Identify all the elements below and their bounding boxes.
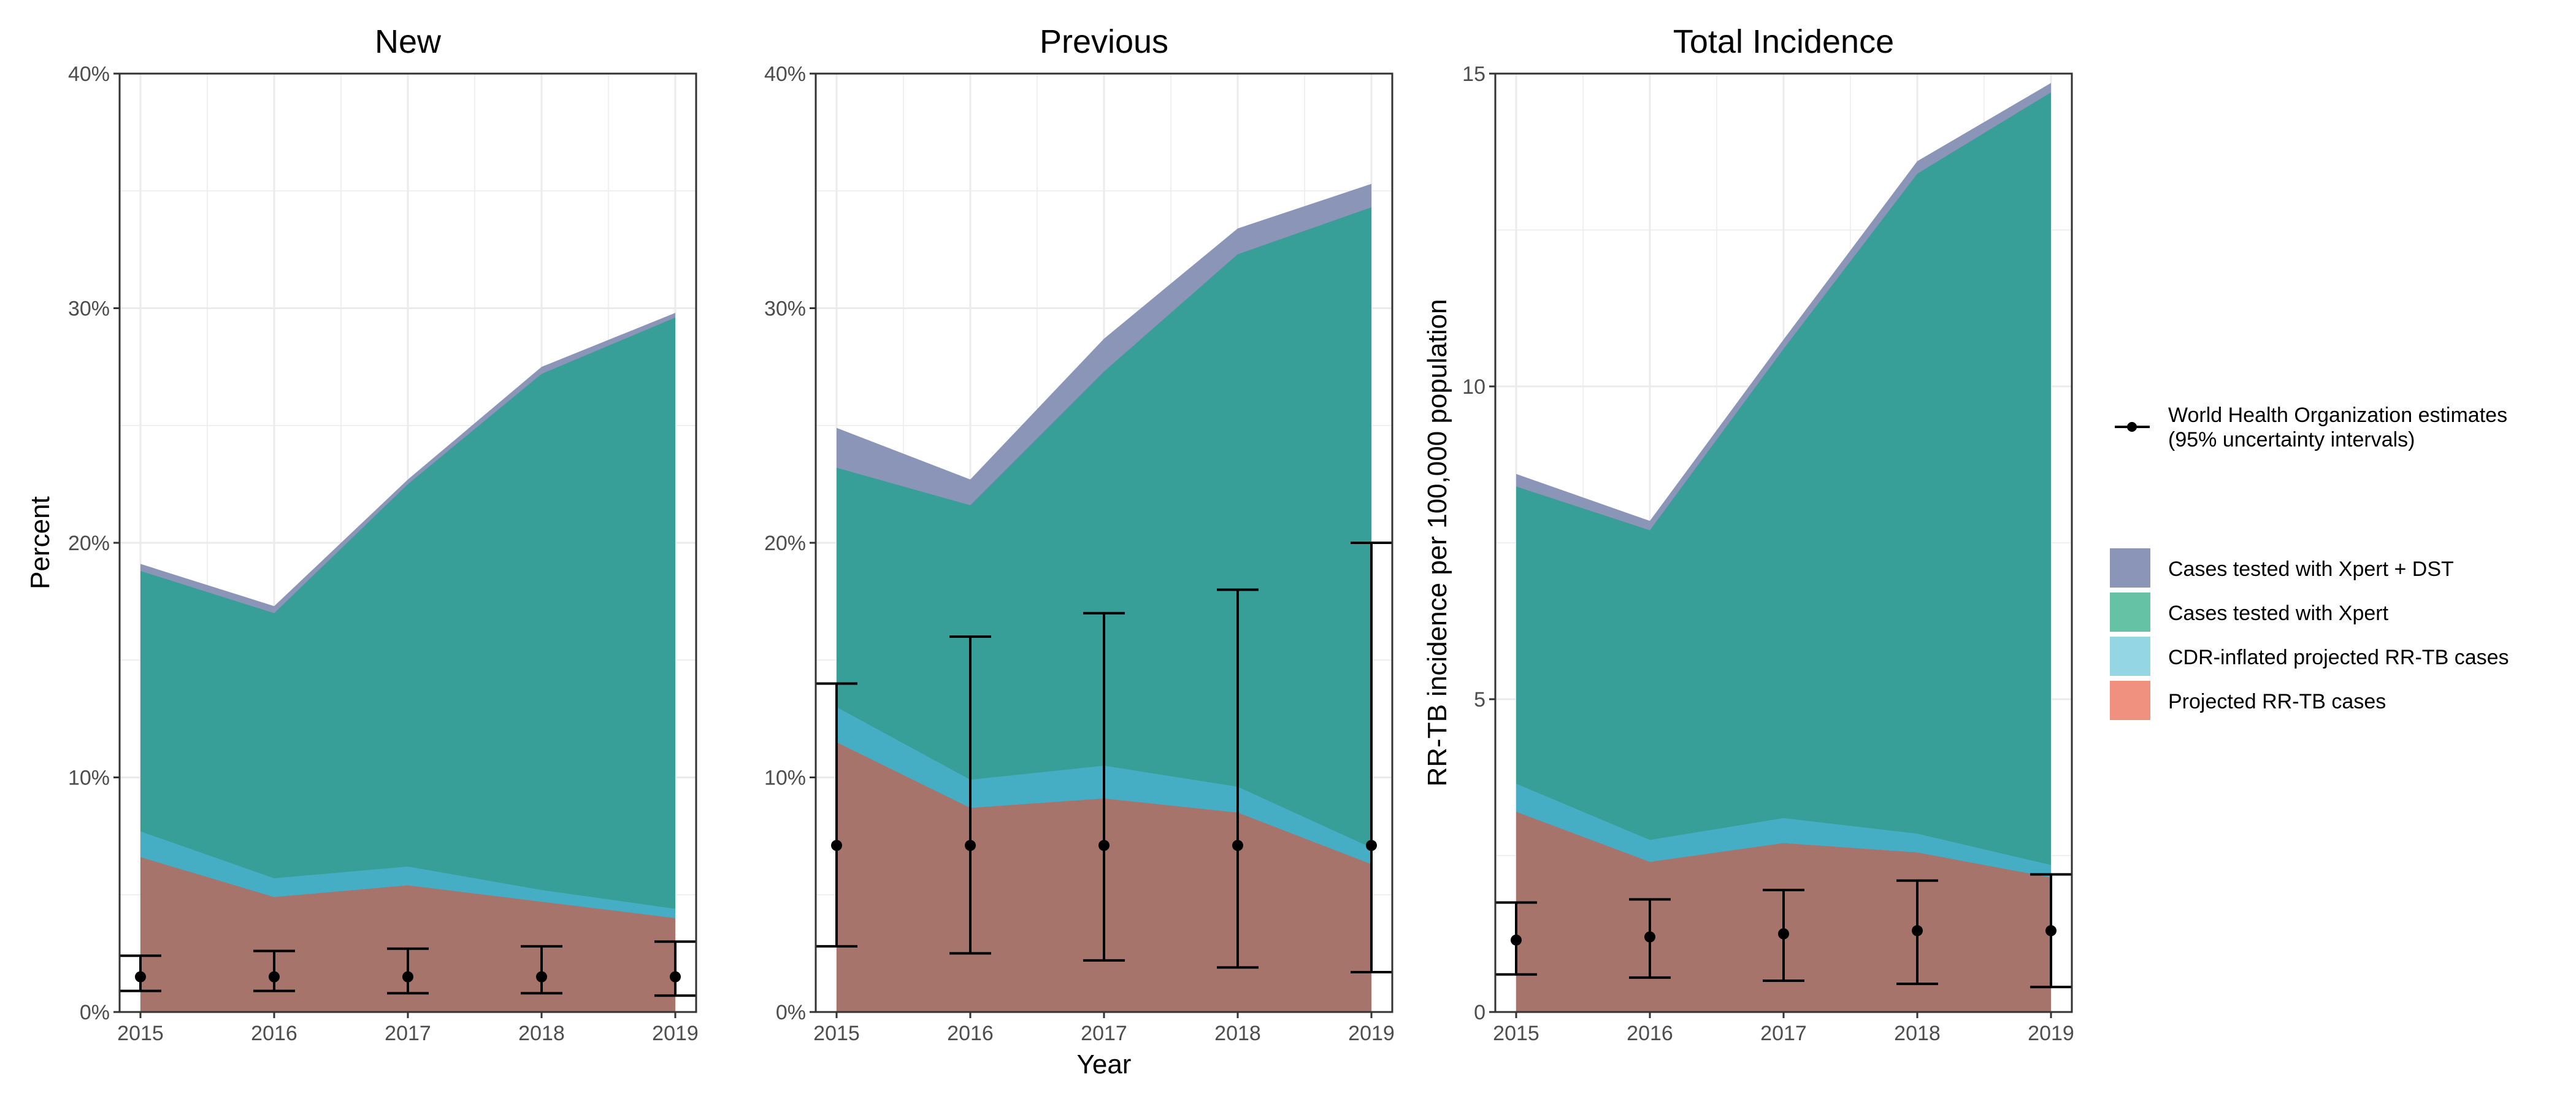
who-estimate-point [1644,931,1655,943]
legend-who-label-line1: World Health Organization estimates [2168,404,2507,427]
x-tick-label: 2019 [1348,1022,1395,1045]
who-estimate-point [269,971,280,983]
x-tick-label: 2017 [1760,1022,1807,1045]
y-tick-label: 40% [68,63,110,86]
y-tick-label: 10 [1462,375,1485,399]
x-tick-label: 2018 [1894,1022,1941,1045]
legend-key-3 [2110,637,2150,676]
y-tick-label: 30% [764,297,806,321]
x-tick-label: 2015 [1493,1022,1539,1045]
x-tick-label: 2017 [385,1022,431,1045]
x-axis-title: Year [1077,1049,1132,1079]
y-tick-label: 30% [68,297,110,321]
y-tick-label: 10% [764,767,806,790]
legend: World Health Organization estimates (95%… [2110,404,2509,720]
who-estimate-point [670,971,681,983]
who-estimate-point [135,971,146,983]
legend-label-2: Cases tested with Xpert [2168,602,2389,625]
panel-2: 0% 10% 20% 30% 40% 2015 2016 2017 2018 2019 Previo… [764,23,1395,1079]
y-tick-label: 0 [1474,1001,1485,1024]
x-tick-label: 2018 [1214,1022,1261,1045]
panel-3: 0 5 10 15 2015 2016 2017 2018 2019 Total Incidenc… [1422,23,2074,1045]
y-tick-label: 5 [1474,688,1485,711]
area-series-3 [1516,92,2051,1013]
x-tick-label: 2018 [518,1022,565,1045]
chart-panels: 0% 10% 20% 30% 40% 2015 2016 2017 2018 2019 New Per… [25,23,2074,1079]
who-estimate-point [965,840,976,851]
who-estimate-point [831,840,842,851]
legend-key-1 [2110,548,2150,588]
who-estimate-point [536,971,547,983]
y-axis-title: RR-TB incidence per 100,000 population [1422,299,1452,787]
x-tick-label: 2015 [813,1022,860,1045]
y-tick-label: 0% [776,1001,806,1024]
legend-label-1: Cases tested with Xpert + DST [2168,558,2454,581]
x-tick-label: 2019 [652,1022,699,1045]
y-axis-title: Percent [25,496,55,589]
who-estimate-point [1912,925,1923,937]
area-series-3 [140,317,675,1012]
who-estimate-point [1511,934,1522,946]
who-estimate-point [1778,928,1789,940]
x-tick-label: 2019 [2028,1022,2074,1045]
panel-title: Previous [1040,23,1168,60]
legend-who-point [2127,422,2137,432]
panel-title: New [375,23,442,60]
legend-key-2 [2110,592,2150,632]
legend-label-3: CDR-inflated projected RR-TB cases [2168,646,2509,669]
legend-items: Cases tested with Xpert + DST Cases teste… [2110,548,2509,720]
who-estimate-point [1232,840,1243,851]
x-tick-label: 2016 [947,1022,994,1045]
y-tick-label: 15 [1462,63,1485,86]
y-tick-label: 0% [80,1001,110,1024]
panel-1: 0% 10% 20% 30% 40% 2015 2016 2017 2018 2019 New Per… [25,23,699,1045]
panel-title: Total Incidence [1673,23,1894,60]
legend-key-4 [2110,681,2150,720]
y-tick-label: 20% [764,532,806,555]
who-estimate-point [2045,925,2057,937]
who-estimate-point [1098,840,1110,851]
y-tick-label: 40% [764,63,806,86]
x-tick-label: 2016 [251,1022,297,1045]
who-estimate-point [1366,840,1377,851]
x-tick-label: 2017 [1081,1022,1127,1045]
who-estimate-point [402,971,413,983]
y-tick-label: 20% [68,532,110,555]
x-tick-label: 2015 [117,1022,164,1045]
x-tick-label: 2016 [1627,1022,1673,1045]
legend-who-label-line2: (95% uncertainty intervals) [2168,428,2415,451]
legend-label-4: Projected RR-TB cases [2168,690,2386,713]
y-tick-label: 10% [68,767,110,790]
